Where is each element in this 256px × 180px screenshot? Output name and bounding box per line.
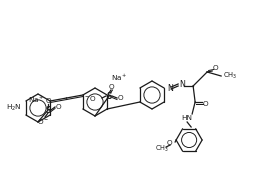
Text: O: O <box>212 65 218 71</box>
Text: O: O <box>45 98 51 104</box>
Text: O: O <box>55 104 61 110</box>
Text: CH$_3$: CH$_3$ <box>223 71 238 81</box>
Text: Na$^+$: Na$^+$ <box>111 73 127 83</box>
Text: S: S <box>106 91 112 100</box>
Text: $^-$O: $^-$O <box>83 93 97 102</box>
Text: N: N <box>179 80 185 89</box>
Text: O$^-$: O$^-$ <box>37 116 49 125</box>
Text: HN: HN <box>182 115 193 121</box>
Text: O: O <box>166 140 172 146</box>
Text: O: O <box>108 84 114 90</box>
Text: Na$^+$: Na$^+$ <box>28 95 44 105</box>
Text: O: O <box>202 101 208 107</box>
Text: O: O <box>117 95 123 101</box>
Text: CH$_3$: CH$_3$ <box>155 144 169 154</box>
Text: N: N <box>167 84 173 93</box>
Text: H$_2$N: H$_2$N <box>6 103 22 113</box>
Text: S: S <box>45 105 51 114</box>
